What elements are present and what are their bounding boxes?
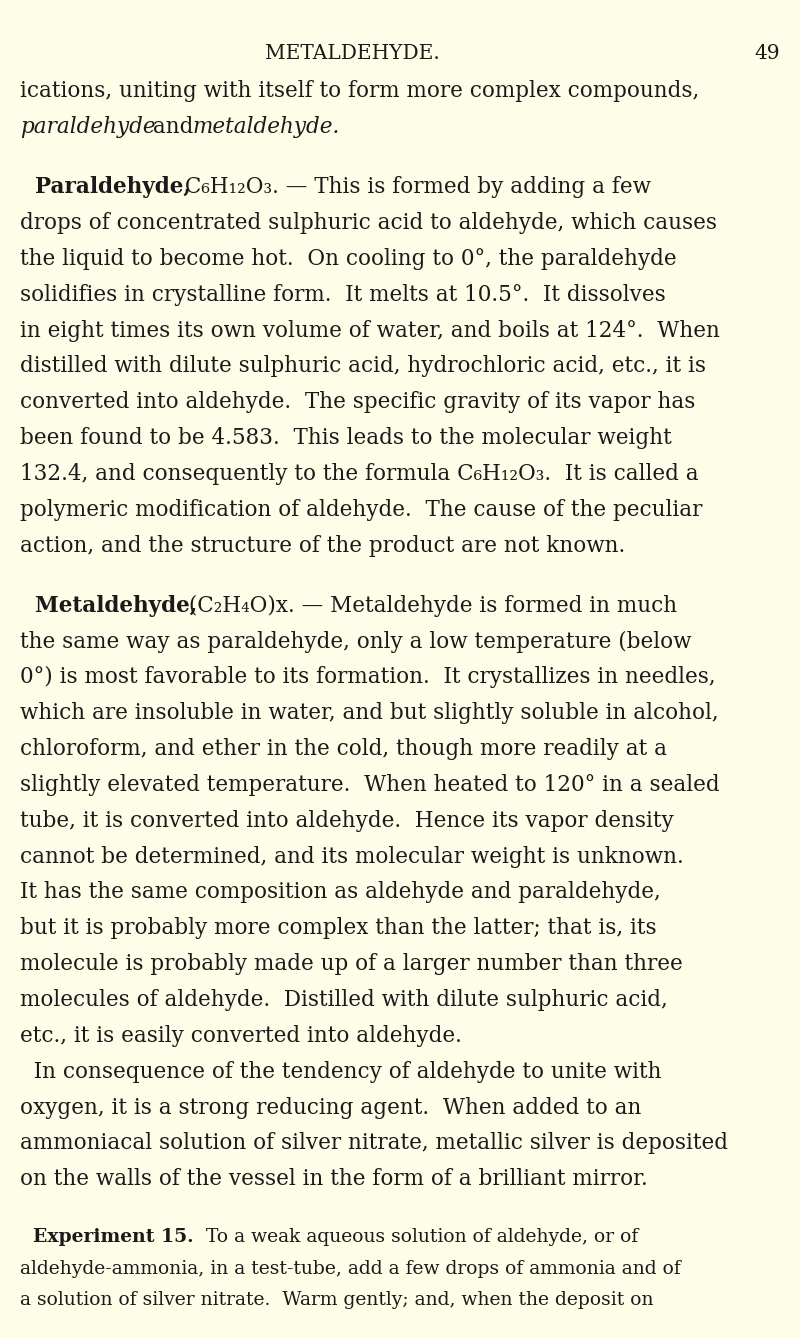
Text: ammoniacal solution of silver nitrate, metallic silver is deposited: ammoniacal solution of silver nitrate, m…: [20, 1132, 728, 1155]
Text: paraldehyde: paraldehyde: [20, 116, 156, 138]
Text: 0°) is most favorable to its formation.  It crystallizes in needles,: 0°) is most favorable to its formation. …: [20, 666, 716, 689]
Text: aldehyde-ammonia, in a test-tube, add a few drops of ammonia and of: aldehyde-ammonia, in a test-tube, add a …: [20, 1260, 681, 1278]
Text: 49: 49: [754, 44, 780, 63]
Text: cannot be determined, and its molecular weight is unknown.: cannot be determined, and its molecular …: [20, 846, 684, 867]
Text: polymeric modification of aldehyde.  The cause of the peculiar: polymeric modification of aldehyde. The …: [20, 499, 702, 520]
Text: the same way as paraldehyde, only a low temperature (below: the same way as paraldehyde, only a low …: [20, 630, 691, 653]
Text: C₆H₁₂O₃. — This is formed by adding a few: C₆H₁₂O₃. — This is formed by adding a fe…: [178, 177, 651, 198]
Text: converted into aldehyde.  The specific gravity of its vapor has: converted into aldehyde. The specific gr…: [20, 391, 695, 413]
Text: (C₂H₄O)x. — Metaldehyde is formed in much: (C₂H₄O)x. — Metaldehyde is formed in muc…: [182, 594, 677, 617]
Text: but it is probably more complex than the latter; that is, its: but it is probably more complex than the…: [20, 918, 657, 939]
Text: the liquid to become hot.  On cooling to 0°, the paraldehyde: the liquid to become hot. On cooling to …: [20, 248, 677, 270]
Text: distilled with dilute sulphuric acid, hydrochloric acid, etc., it is: distilled with dilute sulphuric acid, hy…: [20, 356, 706, 377]
Text: tube, it is converted into aldehyde.  Hence its vapor density: tube, it is converted into aldehyde. Hen…: [20, 809, 674, 832]
Text: To a weak aqueous solution of aldehyde, or of: To a weak aqueous solution of aldehyde, …: [194, 1228, 638, 1246]
Text: ications, uniting with itself to form more complex compounds,: ications, uniting with itself to form mo…: [20, 80, 699, 102]
Text: In consequence of the tendency of aldehyde to unite with: In consequence of the tendency of aldehy…: [20, 1061, 662, 1082]
Text: metaldehyde.: metaldehyde.: [192, 116, 339, 138]
Text: oxygen, it is a strong reducing agent.  When added to an: oxygen, it is a strong reducing agent. W…: [20, 1097, 642, 1119]
Text: been found to be 4.583.  This leads to the molecular weight: been found to be 4.583. This leads to th…: [20, 427, 672, 450]
Text: 132.4, and consequently to the formula C₆H₁₂O₃.  It is called a: 132.4, and consequently to the formula C…: [20, 463, 698, 484]
Text: which are insoluble in water, and but slightly soluble in alcohol,: which are insoluble in water, and but sl…: [20, 702, 718, 724]
Text: Metaldehyde,: Metaldehyde,: [20, 594, 198, 617]
Text: molecule is probably made up of a larger number than three: molecule is probably made up of a larger…: [20, 953, 682, 975]
Text: etc., it is easily converted into aldehyde.: etc., it is easily converted into aldehy…: [20, 1025, 462, 1046]
Text: Paraldehyde,: Paraldehyde,: [20, 177, 191, 198]
Text: and: and: [146, 116, 201, 138]
Text: a solution of silver nitrate.  Warm gently; and, when the deposit on: a solution of silver nitrate. Warm gentl…: [20, 1291, 654, 1310]
Text: Experiment 15.: Experiment 15.: [20, 1228, 194, 1246]
Text: chloroform, and ether in the cold, though more readily at a: chloroform, and ether in the cold, thoug…: [20, 739, 667, 760]
Text: molecules of aldehyde.  Distilled with dilute sulphuric acid,: molecules of aldehyde. Distilled with di…: [20, 989, 668, 1012]
Text: drops of concentrated sulphuric acid to aldehyde, which causes: drops of concentrated sulphuric acid to …: [20, 211, 717, 234]
Text: METALDEHYDE.: METALDEHYDE.: [265, 44, 439, 63]
Text: on the walls of the vessel in the form of a brilliant mirror.: on the walls of the vessel in the form o…: [20, 1168, 648, 1191]
Text: slightly elevated temperature.  When heated to 120° in a sealed: slightly elevated temperature. When heat…: [20, 773, 720, 796]
Text: in eight times its own volume of water, and boils at 124°.  When: in eight times its own volume of water, …: [20, 320, 720, 341]
Text: solidifies in crystalline form.  It melts at 10.5°.  It dissolves: solidifies in crystalline form. It melts…: [20, 284, 666, 305]
Text: It has the same composition as aldehyde and paraldehyde,: It has the same composition as aldehyde …: [20, 882, 661, 903]
Text: action, and the structure of the product are not known.: action, and the structure of the product…: [20, 535, 626, 557]
